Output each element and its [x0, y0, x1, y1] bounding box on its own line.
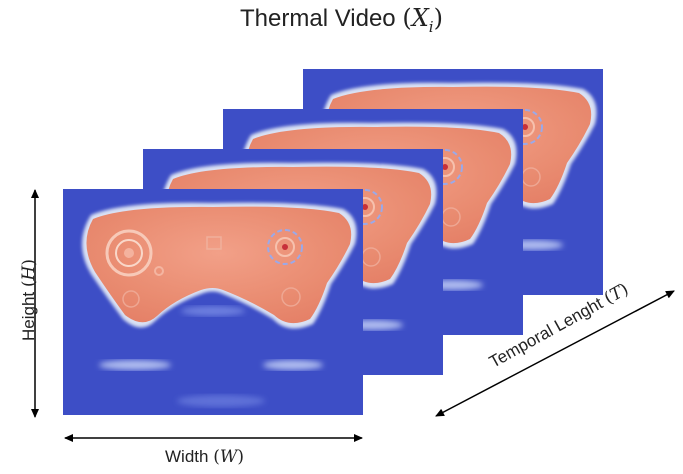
title-symbol: X — [411, 4, 429, 32]
height-symbol: H — [18, 265, 39, 281]
title-close-paren: ) — [433, 4, 443, 32]
width-label-text: Width — [165, 447, 214, 466]
width-label: Width (W) — [165, 447, 244, 467]
height-open-paren: ( — [18, 280, 39, 288]
width-close-paren: ) — [237, 447, 244, 467]
thermal-frame-1 — [63, 189, 363, 415]
width-symbol: W — [219, 447, 238, 467]
title-subscript: i — [428, 17, 434, 36]
width-open-paren: ( — [213, 447, 220, 467]
title-open-paren: ( — [402, 4, 412, 32]
height-label: Height (H) — [19, 259, 39, 341]
height-label-text: Height — [18, 287, 38, 341]
temporal-arrow — [435, 290, 675, 417]
title-text: Thermal Video — [240, 5, 403, 32]
height-close-paren: ) — [18, 259, 39, 266]
diagram-title: Thermal Video (Xi) — [0, 4, 683, 36]
